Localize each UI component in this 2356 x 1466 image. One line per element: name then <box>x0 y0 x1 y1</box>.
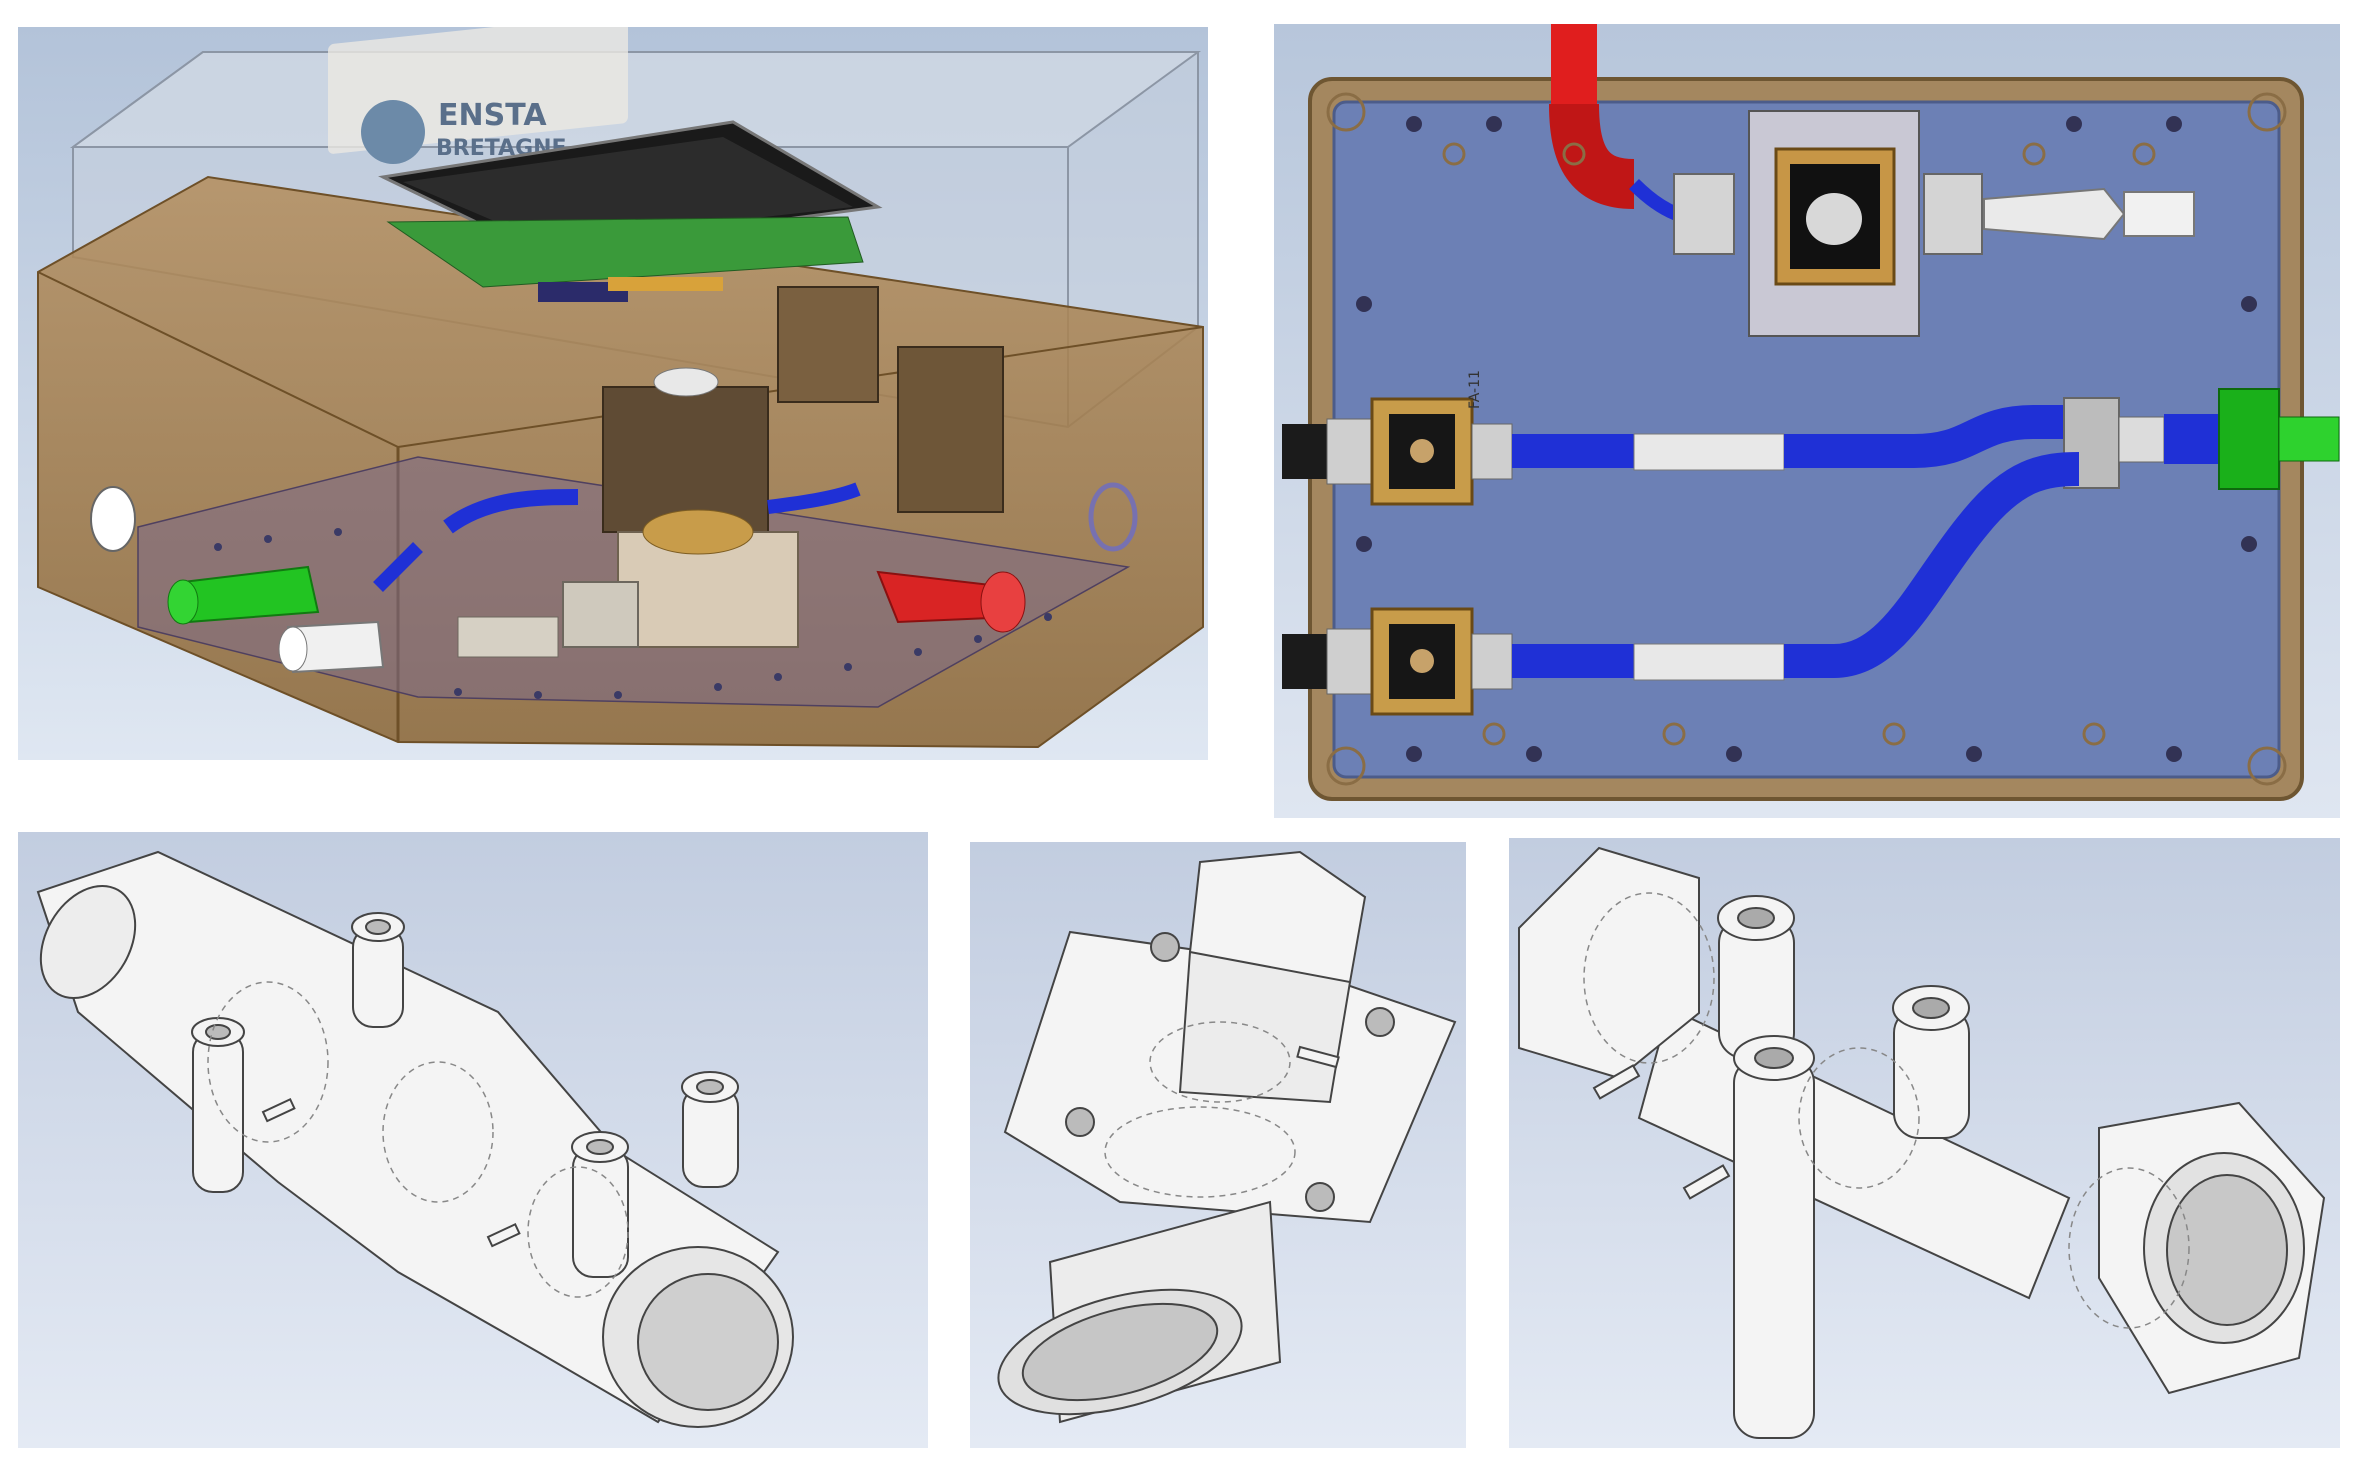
inlet-fitting <box>562 581 639 648</box>
screen-glass <box>403 137 853 242</box>
side-port-right <box>1088 482 1138 552</box>
assembly-isometric-drawing: ENSTA BRETAGNE <box>18 27 1208 760</box>
venturi-fitting <box>457 616 559 658</box>
logo-line1: ENSTA <box>438 98 547 133</box>
hidden-lines <box>207 981 629 1298</box>
tee-out <box>2118 416 2165 463</box>
flange-part-drawing <box>970 842 1466 1448</box>
valve-mid-knob <box>1410 439 1434 463</box>
brass-fitting <box>642 509 754 555</box>
blue-tube-short <box>2164 414 2219 464</box>
green-flange <box>2218 388 2280 490</box>
lid-top-face <box>69 51 1202 148</box>
red-tube-vertical <box>1551 24 1597 109</box>
valve-plunger <box>1806 193 1862 245</box>
venturi-inlet <box>39 884 137 1000</box>
blue-tube-3 <box>767 482 861 514</box>
port-post-1 <box>192 1031 244 1193</box>
flange-hole-2 <box>1365 1007 1395 1037</box>
hex-nut-left <box>1518 846 1700 1080</box>
nut-right-bore <box>2166 1174 2288 1326</box>
blue-tube-2 <box>373 542 423 592</box>
venturi-top <box>1983 187 2126 241</box>
plate-standoffs <box>1442 142 2156 746</box>
red-outlet-end <box>980 571 1026 633</box>
solenoid-valve-3 <box>897 346 1004 513</box>
main-solenoid-valve <box>602 386 769 533</box>
hidden-lines <box>1104 1021 1296 1198</box>
flange-part-panel <box>970 842 1466 1448</box>
pressure-tap-2 <box>486 1222 521 1248</box>
port-post-3-hole <box>586 1139 614 1155</box>
fitting-left <box>1673 173 1735 255</box>
post-top-left-hole <box>1737 907 1775 929</box>
outlet-white <box>2123 191 2195 237</box>
tube-stub-bore <box>1021 1302 1219 1402</box>
venturi-part-panel <box>18 832 928 1448</box>
port-post-1-hole <box>205 1024 231 1040</box>
plate-bolts <box>1356 116 2257 762</box>
sensor-mid <box>1633 433 1785 471</box>
post-top-right-hole <box>1912 997 1950 1019</box>
blue-tube-1 <box>443 489 579 534</box>
fitting-right <box>1923 173 1983 255</box>
port-post-2-hole <box>365 919 391 935</box>
fitting-mid-out <box>1471 423 1513 480</box>
logo-emblem <box>361 100 425 164</box>
post-bottom-hole <box>1754 1047 1794 1069</box>
port-post-3 <box>572 1146 629 1278</box>
side-port-left <box>90 486 136 552</box>
hidden-lines <box>1583 892 2190 1329</box>
corner-bosses <box>1326 92 2287 786</box>
assembly-top-view-panel: FA-11 <box>1274 24 2340 818</box>
blue-tube-bottom-2 <box>1784 452 2080 678</box>
pcb-board <box>386 216 864 288</box>
green-outlet <box>2278 416 2340 462</box>
nut-tee-part-drawing <box>1509 838 2340 1448</box>
fitting-bottom-in <box>1326 628 1373 695</box>
post-bottom <box>1733 1057 1815 1439</box>
pressure-tap-1 <box>1592 1064 1641 1100</box>
assembly-top-drawing: FA-11 <box>1274 24 2340 818</box>
valve-cap <box>653 367 719 397</box>
assembly-isometric-panel: ENSTA BRETAGNE <box>18 27 1208 760</box>
pressure-tap-1 <box>261 1097 296 1123</box>
flange-neck <box>1178 950 1352 1104</box>
connector-header <box>538 282 628 302</box>
green-inlet-end <box>167 579 199 625</box>
pin-header <box>608 277 723 291</box>
red-elbow <box>1549 103 1636 209</box>
nut-tee-part-panel <box>1509 838 2340 1448</box>
port-post-4-hole <box>696 1079 724 1095</box>
fitting-bottom-out <box>1471 633 1513 690</box>
base-bolts <box>214 528 1052 699</box>
sensor-bottom <box>1633 643 1785 681</box>
flange-hole-3 <box>1065 1107 1095 1137</box>
flange-hole-1 <box>1150 932 1180 962</box>
white-inlet-end <box>278 626 308 672</box>
pressure-tap <box>1296 1045 1340 1069</box>
solenoid-valve-2 <box>777 286 879 403</box>
bulkhead-bottom <box>1282 634 1327 689</box>
blue-tube-mid-2 <box>1784 405 2064 468</box>
valve-bottom-knob <box>1410 649 1434 673</box>
bulkhead-mid <box>1282 424 1327 479</box>
pressure-tap-2 <box>1682 1164 1731 1200</box>
side-label: FA-11 <box>1467 370 1483 409</box>
fitting-mid-in <box>1326 418 1373 485</box>
venturi-outlet-bore <box>637 1273 779 1411</box>
flange-hole-4 <box>1305 1182 1335 1212</box>
venturi-part-drawing <box>18 832 928 1448</box>
